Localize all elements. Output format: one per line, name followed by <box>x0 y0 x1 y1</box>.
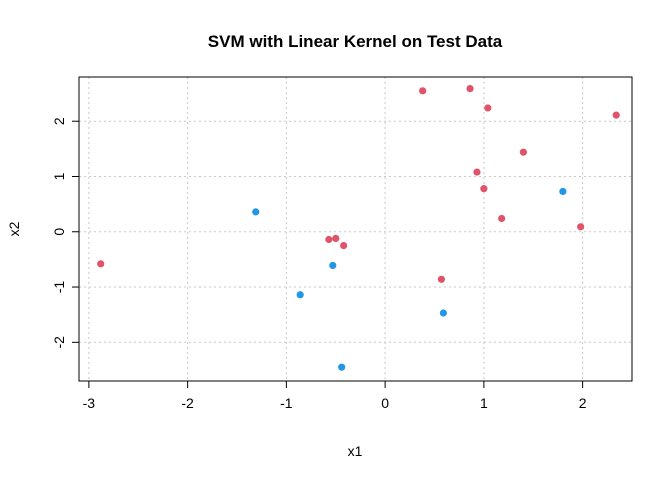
data-point <box>559 187 567 196</box>
data-point <box>480 185 488 193</box>
grid <box>79 77 632 381</box>
data-point <box>340 241 348 250</box>
plot-frame <box>78 76 633 382</box>
data-point <box>484 104 492 112</box>
x-tick-label: -3 <box>83 395 96 411</box>
data-points <box>97 85 620 371</box>
x-tick-label: 1 <box>480 395 488 411</box>
y-axis: -2 -1 0 1 2 <box>51 117 79 349</box>
data-point <box>519 148 527 156</box>
x-tick-label: -1 <box>280 395 293 411</box>
x-axis: -3 -2 -1 0 1 2 <box>83 381 587 411</box>
chart-title: SVM with Linear Kernel on Test Data <box>208 32 503 51</box>
x-tick-label: 2 <box>579 395 587 411</box>
data-point <box>332 234 340 242</box>
y-tick-label: -1 <box>51 281 67 294</box>
data-point <box>439 309 447 317</box>
data-point <box>252 208 260 216</box>
y-tick-label: -2 <box>51 336 67 349</box>
data-point <box>325 235 333 244</box>
data-point <box>338 363 346 371</box>
x-tick-label: -2 <box>181 395 194 411</box>
x-tick-label: 0 <box>381 395 389 411</box>
y-tick-label: 2 <box>51 117 67 125</box>
data-point <box>473 168 481 176</box>
data-point <box>498 214 506 223</box>
data-point <box>612 111 620 119</box>
data-point <box>97 260 105 268</box>
y-tick-label: 1 <box>51 172 67 180</box>
data-point <box>419 87 427 95</box>
data-point <box>466 85 474 93</box>
data-point <box>296 291 304 299</box>
y-tick-label: 0 <box>51 228 67 236</box>
data-point <box>329 261 337 270</box>
data-point <box>437 275 446 283</box>
y-axis-label: x2 <box>6 221 22 236</box>
data-point <box>577 223 585 231</box>
x-axis-label: x1 <box>348 443 363 459</box>
